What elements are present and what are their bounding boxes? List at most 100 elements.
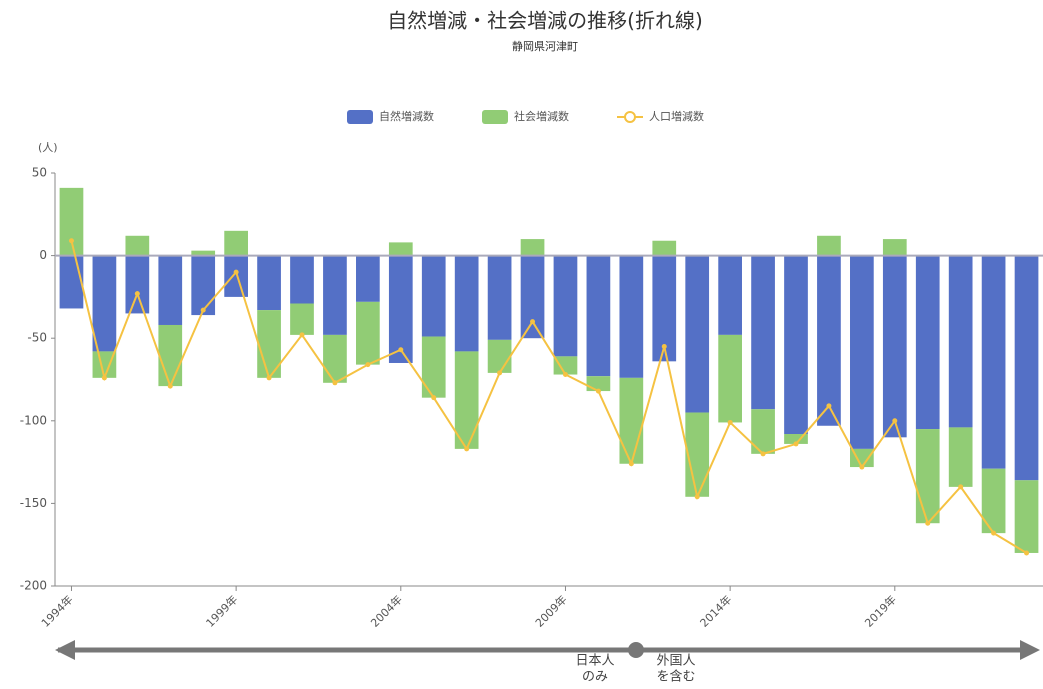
bar: [553, 255, 578, 357]
bar: [619, 377, 644, 464]
legend-label: 自然増減数: [379, 109, 434, 123]
line-point: [68, 238, 74, 244]
bar: [652, 255, 677, 362]
line-point: [431, 395, 437, 401]
legend-label: 社会増減数: [514, 109, 569, 123]
bar: [92, 351, 117, 378]
line-point: [859, 464, 865, 470]
legend-swatch: [347, 110, 373, 124]
bar: [92, 255, 117, 352]
bar: [125, 235, 150, 256]
bar: [454, 255, 479, 352]
line-point: [1024, 550, 1030, 556]
line-point: [826, 403, 832, 409]
bar: [817, 255, 841, 426]
bar: [191, 250, 216, 256]
line-point: [628, 461, 634, 467]
legend-item: 社会増減数: [482, 109, 569, 124]
bar: [718, 255, 742, 335]
line-point: [727, 419, 733, 425]
bar: [323, 255, 347, 335]
bar: [948, 255, 973, 428]
bar: [751, 409, 775, 454]
bar: [487, 339, 512, 373]
bar: [290, 255, 314, 304]
bar: [356, 255, 380, 302]
bar: [487, 255, 512, 340]
bar: [652, 240, 677, 256]
line-point: [233, 269, 239, 275]
bar: [718, 334, 742, 423]
chart-subtitle: 静岡県河津町: [512, 39, 578, 53]
line-point: [332, 380, 338, 386]
x-tick-label: 2014年: [697, 592, 734, 629]
bar: [784, 434, 808, 444]
bar: [685, 255, 710, 413]
x-tick-label: 2009年: [532, 592, 569, 629]
bar: [784, 255, 808, 435]
bar: [850, 448, 874, 468]
bar: [751, 255, 775, 410]
y-tick-label: -50: [27, 331, 47, 345]
period-annotation: 外国人: [656, 654, 695, 669]
bar: [817, 235, 841, 256]
bar: [421, 336, 446, 398]
bar: [323, 334, 347, 383]
bar: [257, 255, 281, 311]
period-annotation: を含む: [656, 669, 695, 685]
line-point: [167, 383, 173, 389]
bar: [915, 429, 940, 524]
line-point: [398, 347, 404, 353]
legend-item: 人口増減数: [617, 109, 704, 123]
legend-item: 自然増減数: [347, 109, 434, 124]
line-point: [595, 388, 601, 394]
bar: [158, 255, 183, 325]
y-tick-label: -200: [20, 579, 47, 593]
bar: [1014, 480, 1039, 553]
bar: [882, 255, 907, 438]
bar: [59, 187, 84, 256]
bar: [981, 255, 1006, 469]
bar: [520, 239, 545, 256]
bar: [356, 301, 380, 365]
y-tick-label: -150: [20, 496, 47, 510]
bar: [224, 255, 248, 297]
bar: [290, 303, 314, 335]
bar: [882, 239, 907, 256]
y-tick-label: 50: [32, 166, 47, 180]
x-tick-label: 1999年: [203, 592, 240, 629]
bar: [388, 255, 413, 363]
bar: [224, 230, 248, 256]
x-tick-label: 2004年: [368, 592, 405, 629]
bar: [619, 255, 644, 378]
line-point: [101, 375, 107, 381]
line-point: [530, 319, 536, 325]
line-point: [266, 375, 272, 381]
bar: [981, 468, 1006, 534]
y-tick-label: -100: [20, 413, 47, 427]
line-point: [661, 343, 667, 349]
arrow-head: [55, 640, 75, 660]
period-divider: [628, 642, 644, 658]
period-annotation: 日本人: [575, 654, 614, 669]
line-point: [892, 418, 898, 424]
bar: [850, 255, 874, 449]
line-point: [299, 332, 305, 338]
bar: [586, 255, 611, 377]
bar: [125, 255, 150, 314]
bar: [915, 255, 940, 430]
line-point: [200, 307, 206, 313]
x-tick-label: 1994年: [38, 592, 75, 629]
line-point: [134, 291, 140, 297]
legend-swatch: [482, 110, 508, 124]
arrow-head: [1020, 640, 1040, 660]
line-point: [365, 362, 371, 368]
bar: [553, 356, 578, 375]
bar: [421, 255, 446, 337]
line-point: [562, 372, 568, 378]
legend-swatch: [624, 111, 636, 123]
line: [70, 240, 1028, 554]
line-point: [464, 446, 470, 452]
bar: [388, 242, 413, 256]
line-point: [925, 520, 931, 526]
